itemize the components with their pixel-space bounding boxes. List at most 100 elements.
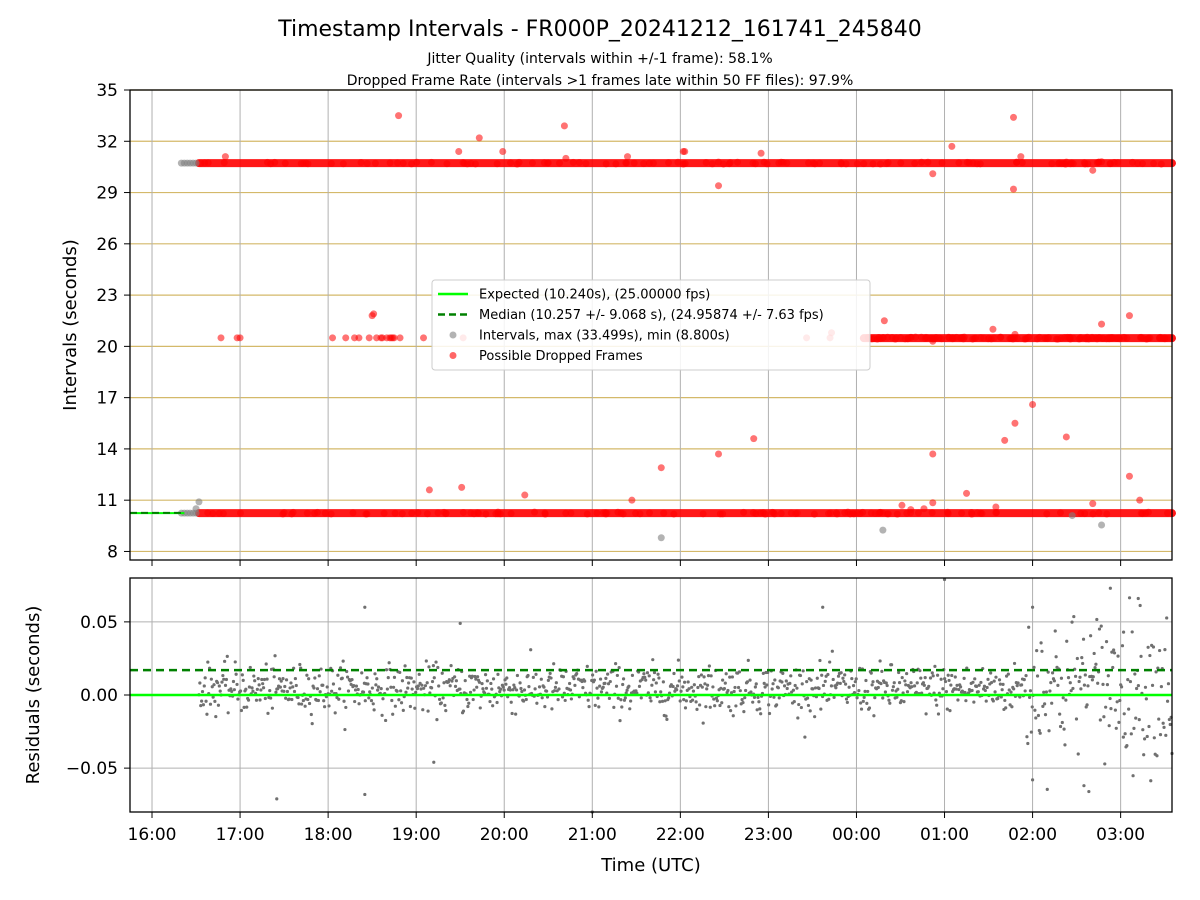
x-tick-label: 00:00 [832,825,881,845]
residual-point [789,674,793,678]
residual-point [836,674,841,678]
residual-point [217,684,221,688]
dropped-frame-point [907,506,915,514]
residual-point [1099,624,1103,628]
residual-point [240,673,244,677]
dropped-band-point [783,159,791,167]
residual-point [218,689,222,693]
residual-point [317,674,321,678]
residual-point [412,680,416,684]
residual-point [767,703,771,707]
residual-point [356,687,360,692]
residual-point [337,697,341,701]
dropped-frame-point [898,501,906,509]
residual-point [676,658,681,662]
residual-outlier-point [363,792,367,797]
interval-point [195,498,203,506]
residual-point [1108,696,1112,701]
residual-point [1082,683,1087,687]
residual-point [431,664,435,668]
dropped-band-point [892,334,900,342]
residual-point [204,699,208,703]
residual-point [399,689,403,693]
residual-point [372,708,376,712]
residual-point [1016,681,1020,685]
residual-point [399,701,404,705]
residual-point [349,682,353,687]
dropped-band-point [734,158,742,166]
residual-point [887,698,891,702]
residual-point [325,685,329,689]
residual-point [223,659,227,663]
residual-point [1134,716,1138,720]
residual-point [572,677,576,681]
residual-point [865,701,869,705]
residual-point [675,684,680,688]
residual-point [391,712,395,716]
residual-point [880,669,884,673]
residual-point [663,699,667,703]
chart-title: Timestamp Intervals - FR000P_20241212_16… [277,17,922,42]
residual-point [695,707,699,711]
dropped-frame-point [1098,320,1106,328]
residual-point [1054,655,1058,659]
residual-point [979,680,983,685]
residual-point [989,671,993,675]
residual-point [948,709,952,713]
residual-point [440,671,444,675]
dropped-band-point [541,510,549,518]
dropped-band-point [756,509,764,517]
residual-point [799,705,803,710]
residual-point [650,683,654,687]
residual-point [467,701,471,705]
residual-point [696,685,700,690]
dropped-band-point [1089,510,1097,518]
residual-point [795,686,799,690]
residual-point [270,706,274,710]
residual-point [210,685,214,689]
residual-point [554,681,558,685]
residual-point [495,700,499,705]
residual-point [199,704,203,708]
residual-point [423,684,428,688]
residual-point [346,689,351,693]
residual-point [1004,706,1008,710]
residual-point [1035,649,1039,653]
residual-point [1048,689,1052,693]
residual-point [354,684,359,688]
residual-point [340,676,344,680]
residual-point [1125,743,1129,748]
dropped-band-point [944,508,952,516]
dropped-band-point [879,334,887,342]
dropped-band-point [674,158,682,166]
residual-point [675,688,679,692]
dropped-frame-point [355,334,363,342]
residual-point [1052,679,1056,683]
dropped-band-point [928,509,936,517]
residual-point [262,677,267,682]
dropped-band-point [996,333,1004,341]
residual-point [1022,678,1026,682]
residual-point [1028,689,1033,693]
residual-point [552,689,557,693]
dropped-band-point [593,509,601,517]
residual-point [343,727,347,732]
residual-point [656,672,660,676]
residual-point [1110,650,1114,654]
residual-point [862,695,866,699]
x-tick-label: 18:00 [304,825,353,845]
residual-point [943,677,947,681]
residual-point [949,683,953,687]
residual-point [855,696,859,700]
residual-point [587,705,591,709]
dropped-band-point [1075,335,1083,343]
x-tick-label: 23:00 [744,825,793,845]
residual-point [1044,690,1048,694]
residual-point [553,685,558,689]
dropped-frame-point [1136,496,1144,504]
residual-point [772,695,776,699]
residual-point [718,703,722,708]
legend-box [431,279,871,371]
dropped-band-point [804,159,812,167]
residual-point [659,690,663,694]
